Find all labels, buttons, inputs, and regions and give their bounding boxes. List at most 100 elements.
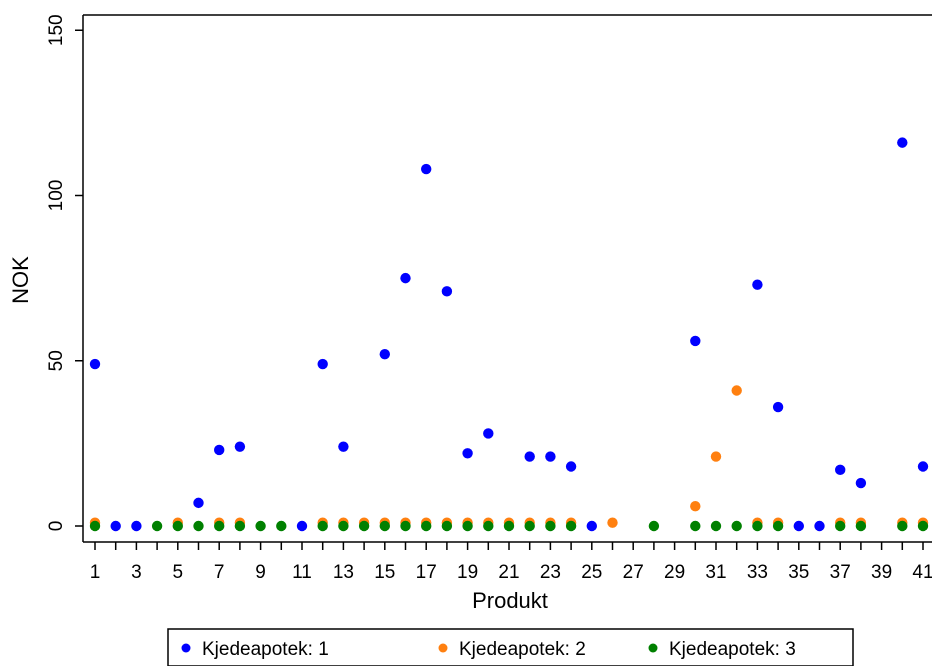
x-ticks: 1 3 5 7 9 11 13 15 17 19 21 23 25 27 29 31 33 35 37 39 41: [90, 542, 932, 583]
x-tick-label: 7: [214, 562, 225, 583]
x-tick-label: 9: [255, 562, 266, 583]
data-point: [897, 137, 908, 148]
legend-marker: [181, 643, 191, 653]
x-tick-label: 11: [292, 562, 312, 583]
data-point: [690, 520, 701, 532]
data-point: [503, 520, 515, 532]
data-point: [545, 520, 556, 532]
x-tick-label: 41: [912, 562, 932, 583]
data-point: [586, 520, 597, 532]
data-point: [483, 428, 494, 439]
data-point: [400, 520, 411, 532]
data-point: [524, 520, 535, 532]
x-tick-label: 15: [374, 562, 395, 583]
data-point: [400, 272, 411, 284]
y-tick-label: 100: [46, 180, 67, 212]
data-point: [648, 520, 660, 532]
legend-label: Kjedeapotek: 2: [459, 639, 586, 660]
data-point: [855, 520, 867, 532]
x-tick-label: 17: [416, 562, 437, 583]
data-point: [690, 500, 701, 512]
data-point: [89, 358, 101, 370]
data-points: [89, 137, 929, 532]
data-point: [772, 401, 784, 413]
data-point: [338, 441, 349, 452]
data-point: [151, 520, 163, 532]
data-point: [710, 520, 722, 532]
data-point: [379, 520, 390, 532]
data-point: [172, 520, 183, 532]
data-point: [379, 348, 390, 360]
data-point: [214, 444, 225, 456]
data-point: [317, 358, 328, 370]
data-point: [234, 441, 246, 452]
x-tick-label: 37: [830, 562, 851, 583]
data-point: [731, 385, 742, 396]
x-tick-label: 5: [173, 562, 184, 583]
x-tick-label: 29: [664, 562, 685, 583]
data-point: [214, 520, 225, 532]
x-tick-label: 31: [705, 562, 726, 583]
data-point: [296, 520, 308, 532]
data-point: [421, 163, 432, 175]
x-tick-label: 35: [788, 562, 809, 583]
x-tick-label: 13: [333, 562, 354, 583]
data-point: [545, 451, 556, 462]
y-tick-label: 150: [46, 14, 67, 46]
data-point: [917, 461, 929, 472]
legend-label: Kjedeapotek: 3: [669, 639, 796, 660]
data-point: [524, 451, 535, 462]
y-ticks: 0 50 100 150: [46, 14, 83, 531]
x-tick-label: 1: [90, 562, 101, 583]
data-point: [131, 520, 142, 532]
data-point: [565, 520, 577, 532]
data-point: [855, 477, 867, 489]
x-tick-label: 23: [540, 562, 561, 583]
data-point: [710, 451, 722, 462]
data-point: [483, 520, 494, 532]
x-tick-label: 3: [131, 562, 142, 583]
data-point: [752, 520, 763, 532]
x-tick-label: 25: [581, 562, 602, 583]
x-axis-title: Produkt: [472, 588, 548, 613]
axes: [82, 14, 932, 543]
data-point: [835, 464, 846, 476]
data-point: [607, 517, 618, 528]
x-tick-label: 33: [747, 562, 768, 583]
data-point: [565, 461, 577, 472]
legend-box: [167, 628, 854, 666]
data-point: [255, 520, 266, 532]
x-tick-label: 19: [457, 562, 478, 583]
data-point: [835, 520, 846, 532]
legend-marker: [438, 643, 448, 653]
data-point: [772, 520, 784, 532]
data-point: [193, 497, 204, 509]
data-point: [193, 520, 204, 532]
data-point: [917, 520, 929, 532]
data-point: [793, 520, 804, 532]
data-point: [441, 286, 453, 297]
data-point: [814, 520, 825, 532]
data-point: [462, 448, 473, 459]
data-point: [462, 520, 473, 532]
data-point: [421, 520, 432, 532]
y-tick-label: 0: [46, 521, 67, 532]
data-point: [690, 335, 701, 347]
x-tick-label: 27: [623, 562, 644, 583]
x-tick-label: 39: [871, 562, 892, 583]
data-point: [897, 520, 908, 532]
data-point: [441, 520, 453, 532]
data-point: [234, 520, 246, 532]
data-point: [317, 520, 328, 532]
data-point: [89, 520, 101, 532]
data-point: [276, 520, 287, 532]
data-point: [731, 520, 742, 532]
y-tick-label: 50: [46, 350, 67, 371]
x-tick-label: 21: [498, 562, 519, 583]
data-point: [338, 520, 349, 532]
legend: Kjedeapotek: 1 Kjedeapotek: 2 Kjedeapotek:…: [167, 628, 854, 666]
legend-label: Kjedeapotek: 1: [202, 639, 329, 660]
y-axis-title: NOK: [8, 256, 33, 304]
data-point: [752, 279, 763, 290]
